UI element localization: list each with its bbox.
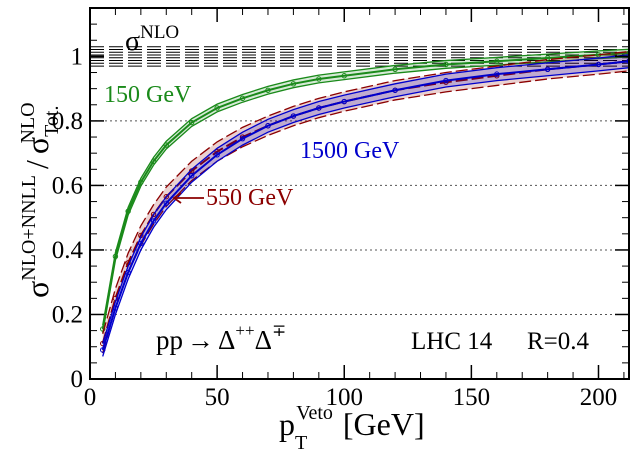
data-point <box>125 269 131 276</box>
data-point <box>443 61 449 68</box>
collider-label: LHC 14 <box>411 328 493 355</box>
series-band-edge <box>102 48 629 326</box>
x-tick-label: 0 <box>84 384 97 411</box>
data-point <box>163 194 169 200</box>
data-point <box>265 87 271 93</box>
series-label-550: 550 GeV <box>206 185 294 211</box>
plot-frame <box>89 7 630 380</box>
data-point <box>443 77 449 84</box>
data-point <box>163 142 169 148</box>
sigma-nlo-label: σNLO <box>125 22 179 57</box>
x-tick-label: 100 <box>325 384 363 411</box>
y-tick-label: 0 <box>71 366 84 393</box>
x-tick-label: 200 <box>580 384 618 411</box>
data-point <box>150 218 157 224</box>
data-point <box>595 61 602 68</box>
data-point <box>316 76 322 82</box>
data-point <box>163 200 169 206</box>
data-point <box>150 211 157 218</box>
series-band-edge <box>102 56 629 333</box>
data-point <box>290 113 297 119</box>
data-point <box>214 152 220 158</box>
jet-radius-label: R=0.4 <box>527 328 590 355</box>
series-line-550-gev <box>101 60 629 344</box>
data-point <box>239 95 246 102</box>
data-point <box>544 66 551 72</box>
data-point <box>494 58 500 64</box>
data-point <box>392 66 398 72</box>
data-point <box>188 119 195 126</box>
y-tick-label: 0.4 <box>52 237 84 264</box>
data-point <box>112 305 119 311</box>
data-point <box>100 326 106 332</box>
data-point <box>265 123 271 129</box>
series-label-150: 150 GeV <box>104 82 192 108</box>
data-point <box>316 105 322 111</box>
data-point <box>214 105 220 111</box>
series-line-1500-gev <box>101 60 629 351</box>
data-point <box>392 87 398 93</box>
series-curves <box>100 48 629 357</box>
series-band-edge <box>102 67 629 357</box>
series-550-pointer-arrow <box>172 192 204 204</box>
data-point <box>290 81 297 87</box>
y-tick-label: 0.2 <box>52 301 83 328</box>
data-point <box>341 73 347 79</box>
data-point <box>239 135 246 142</box>
y-axis-label: σNLO+NNLL/σTot.NLO <box>17 102 63 298</box>
series-band-edge <box>102 54 629 344</box>
series-band-edge <box>102 70 629 354</box>
data-point <box>544 55 551 61</box>
nlo-reference-band <box>90 46 629 67</box>
x-axis-label: pTVeto [GeV] <box>279 402 425 453</box>
data-point <box>125 208 131 214</box>
series-band-edge <box>102 50 629 335</box>
data-point <box>150 158 157 164</box>
data-point <box>188 173 195 179</box>
data-point <box>494 71 500 77</box>
process-label: pp → Δ++Δ∓ <box>156 321 286 355</box>
data-point <box>112 253 119 260</box>
data-point <box>138 240 144 247</box>
data-point <box>100 347 106 353</box>
y-tick-label: 1 <box>71 43 84 70</box>
data-point <box>341 98 347 105</box>
series-label-1500: 1500 GeV <box>300 138 400 164</box>
series-line-150-gev <box>101 52 629 330</box>
y-tick-label: 0.8 <box>52 108 83 135</box>
x-tick-label: 50 <box>205 384 230 411</box>
data-point <box>138 179 144 185</box>
y-tick-label: 0.6 <box>52 172 83 199</box>
x-tick-label: 150 <box>453 384 491 411</box>
axis-ticks: 0 50 100 150 200 0 0.2 0.4 0.6 0.8 1 <box>52 8 629 411</box>
